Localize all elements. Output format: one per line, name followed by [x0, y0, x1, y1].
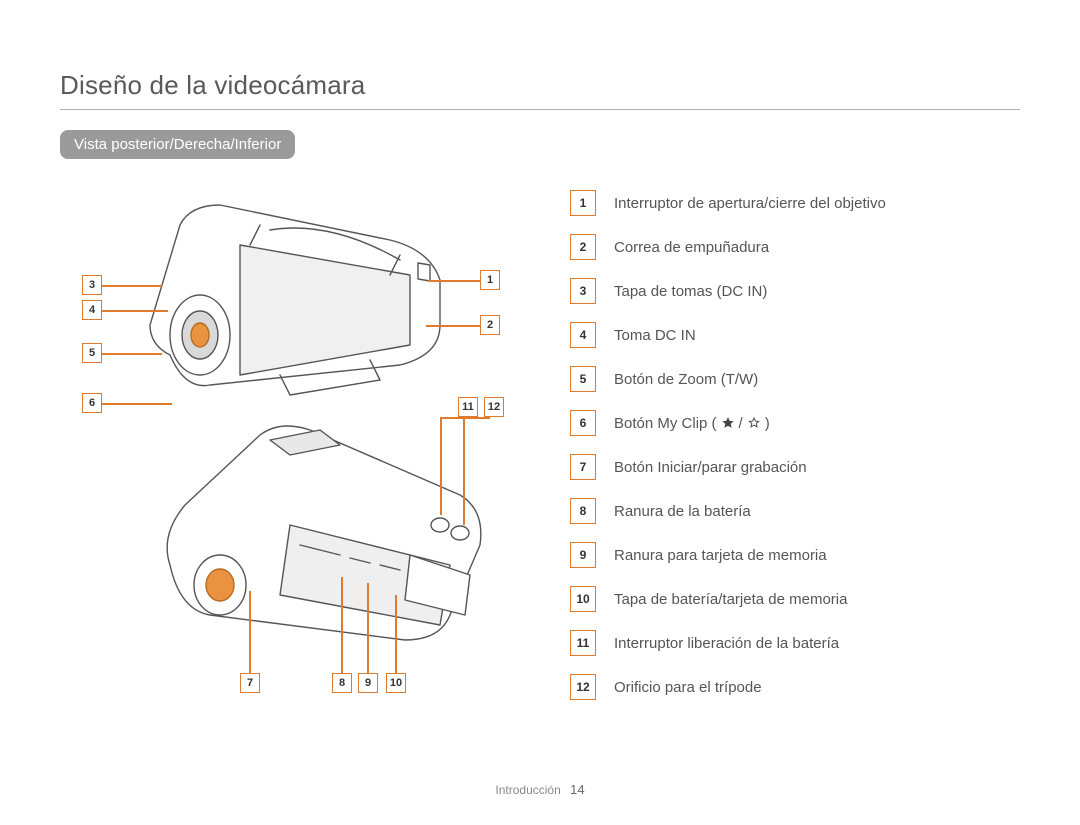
parts-num: 10 — [570, 586, 596, 612]
parts-desc: Tapa de tomas (DC IN) — [614, 283, 767, 300]
callout-4: 4 — [82, 300, 102, 320]
parts-row: 7 Botón Iniciar/parar grabación — [570, 445, 1020, 489]
parts-desc: Botón Iniciar/parar grabación — [614, 459, 807, 476]
parts-num: 7 — [570, 454, 596, 480]
parts-desc: Ranura de la batería — [614, 503, 751, 520]
parts-row: 9 Ranura para tarjeta de memoria — [570, 533, 1020, 577]
parts-desc: Ranura para tarjeta de memoria — [614, 547, 827, 564]
parts-num: 6 — [570, 410, 596, 436]
camera-top-drawing — [130, 185, 470, 405]
parts-desc: Correa de empuñadura — [614, 239, 769, 256]
callout-1: 1 — [480, 270, 500, 290]
parts-row: 5 Botón de Zoom (T/W) — [570, 357, 1020, 401]
callout-10: 10 — [386, 673, 406, 693]
section-pill: Vista posterior/Derecha/Inferior — [60, 130, 295, 159]
footer-page: 14 — [570, 782, 584, 797]
diagram-area: 3 4 5 6 1 2 11 12 7 8 — [60, 175, 530, 715]
parts-row: 2 Correa de empuñadura — [570, 225, 1020, 269]
parts-row: 6 Botón My Clip ( / ) — [570, 401, 1020, 445]
footer-section: Introducción — [495, 783, 560, 797]
parts-desc: Interruptor de apertura/cierre del objet… — [614, 195, 886, 212]
slash: / — [739, 415, 743, 432]
parts-num: 3 — [570, 278, 596, 304]
parts-desc: Tapa de batería/tarjeta de memoria — [614, 591, 847, 608]
parts-num: 12 — [570, 674, 596, 700]
camera-bottom-drawing — [140, 415, 500, 675]
parts-row: 4 Toma DC IN — [570, 313, 1020, 357]
parts-num: 2 — [570, 234, 596, 260]
title-rule — [60, 109, 1020, 110]
callout-9: 9 — [358, 673, 378, 693]
parts-row: 1 Interruptor de apertura/cierre del obj… — [570, 181, 1020, 225]
parts-desc-text: Botón My Clip ( — [614, 415, 717, 432]
parts-row: 3 Tapa de tomas (DC IN) — [570, 269, 1020, 313]
callout-11: 11 — [458, 397, 478, 417]
parts-num: 1 — [570, 190, 596, 216]
callout-2: 2 — [480, 315, 500, 335]
parts-desc: Botón My Clip ( / ) — [614, 415, 770, 432]
page-footer: Introducción 14 — [0, 782, 1080, 797]
star-filled-icon — [721, 416, 735, 430]
parts-num: 8 — [570, 498, 596, 524]
callout-8: 8 — [332, 673, 352, 693]
parts-num: 4 — [570, 322, 596, 348]
callout-6: 6 — [82, 393, 102, 413]
parts-desc: Interruptor liberación de la batería — [614, 635, 839, 652]
parts-num: 11 — [570, 630, 596, 656]
parts-row: 8 Ranura de la batería — [570, 489, 1020, 533]
parts-row: 12 Orificio para el trípode — [570, 665, 1020, 709]
parts-row: 10 Tapa de batería/tarjeta de memoria — [570, 577, 1020, 621]
star-outline-icon — [747, 416, 761, 430]
parts-desc: Orificio para el trípode — [614, 679, 762, 696]
callout-7: 7 — [240, 673, 260, 693]
page-title: Diseño de la videocámara — [60, 70, 1020, 101]
parts-desc: Toma DC IN — [614, 327, 696, 344]
paren-close: ) — [765, 415, 770, 432]
callout-3: 3 — [82, 275, 102, 295]
parts-row: 11 Interruptor liberación de la batería — [570, 621, 1020, 665]
callout-5: 5 — [82, 343, 102, 363]
callout-12: 12 — [484, 397, 504, 417]
parts-num: 5 — [570, 366, 596, 392]
parts-table: 1 Interruptor de apertura/cierre del obj… — [530, 175, 1020, 715]
parts-num: 9 — [570, 542, 596, 568]
parts-desc: Botón de Zoom (T/W) — [614, 371, 758, 388]
